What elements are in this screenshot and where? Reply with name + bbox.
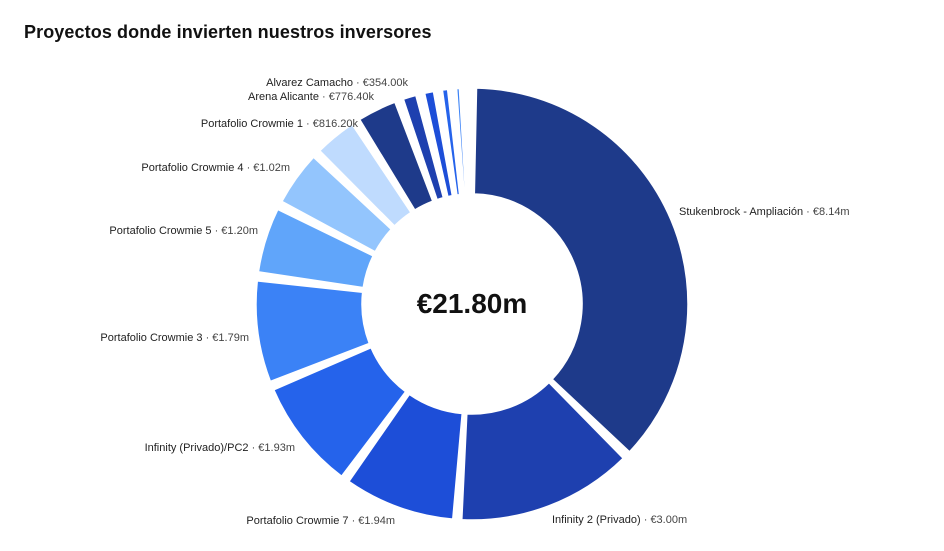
slice-label-separator: ·: [319, 91, 329, 103]
slice-label-portafolio-crowmie-7: Portafolio Crowmie 7 · €1.94m: [246, 515, 395, 527]
slice-label-value: €816.20k: [313, 118, 359, 130]
slice-label-separator: ·: [244, 162, 254, 174]
slice-portafolio-crowmie-7[interactable]: [348, 393, 463, 520]
slice-label-name: Infinity (Privado)/PC2: [145, 442, 249, 454]
slice-label-name: Portafolio Crowmie 1: [201, 118, 303, 130]
slice-alvarez-camacho[interactable]: [402, 94, 445, 201]
chart-title: Proyectos donde invierten nuestros inver…: [24, 22, 432, 42]
slice-label-name: Portafolio Crowmie 3: [100, 332, 202, 344]
slice-label-portafolio-crowmie-5: Portafolio Crowmie 5 · €1.20m: [109, 225, 258, 237]
slice-label-separator: ·: [641, 514, 651, 526]
slice-arena-alicante[interactable]: [358, 101, 434, 211]
slice-label-value: €1.93m: [258, 442, 295, 454]
slice-label-portafolio-crowmie-3: Portafolio Crowmie 3 · €1.79m: [100, 332, 249, 344]
slice-infinity-privado-pc2[interactable]: [273, 346, 407, 477]
slice-portafolio-crowmie-3[interactable]: [255, 280, 371, 383]
slice-portafolio-crowmie-4[interactable]: [281, 156, 393, 253]
slice-label-name: Portafolio Crowmie 5: [109, 225, 211, 237]
slice-slice-12[interactable]: [455, 87, 467, 196]
slice-label-infinity-2-privado: Infinity 2 (Privado) · €3.00m: [552, 514, 687, 526]
slice-label-separator: ·: [249, 442, 259, 454]
slice-label-portafolio-crowmie-4: Portafolio Crowmie 4 · €1.02m: [141, 162, 290, 174]
slice-label-value: €776.40k: [329, 91, 375, 103]
slice-label-alvarez-camacho: Alvarez Camacho · €354.00k: [266, 77, 408, 89]
slice-label-name: Arena Alicante: [248, 91, 319, 103]
slice-label-value: €354.00k: [363, 77, 409, 89]
slice-label-value: €1.94m: [358, 515, 395, 527]
slice-label-separator: ·: [212, 225, 222, 237]
donut-slices: [255, 87, 689, 521]
slice-label-arena-alicante: Arena Alicante · €776.40k: [248, 91, 374, 103]
slice-label-name: Portafolio Crowmie 7: [246, 515, 348, 527]
slice-slice-11[interactable]: [441, 88, 461, 196]
slice-label-separator: ·: [349, 515, 359, 527]
slice-slice-13[interactable]: [466, 87, 471, 195]
slice-label-name: Infinity 2 (Privado): [552, 514, 641, 526]
slice-label-value: €8.14m: [813, 206, 850, 218]
slice-label-value: €1.02m: [253, 162, 290, 174]
slice-label-name: Stukenbrock - Ampliación: [679, 206, 803, 218]
slice-labels: Stukenbrock - Ampliación · €8.14m Infinit…: [100, 77, 849, 527]
slice-label-value: €1.20m: [221, 225, 258, 237]
slice-label-value: €3.00m: [650, 514, 687, 526]
slice-label-infinity-privado-pc2: Infinity (Privado)/PC2 · €1.93m: [145, 442, 295, 454]
slice-label-value: €1.79m: [212, 332, 249, 344]
slice-label-portafolio-crowmie-1: Portafolio Crowmie 1 · €816.20k: [201, 118, 359, 130]
slice-stukenbrock-ampliacion[interactable]: [473, 87, 689, 453]
slice-label-separator: ·: [353, 77, 363, 89]
slice-label-name: Alvarez Camacho: [266, 77, 353, 89]
slice-portafolio-crowmie-5[interactable]: [257, 208, 374, 289]
slice-infinity-2-privado[interactable]: [461, 381, 624, 521]
center-total: €21.80m: [417, 288, 528, 319]
slice-label-separator: ·: [803, 206, 813, 218]
slice-portafolio-crowmie-1[interactable]: [319, 123, 412, 227]
slice-label-separator: ·: [203, 332, 213, 344]
slice-slice-10[interactable]: [423, 90, 454, 198]
slice-label-name: Portafolio Crowmie 4: [141, 162, 243, 174]
slice-label-stukenbrock-ampliacion: Stukenbrock - Ampliación · €8.14m: [679, 206, 850, 218]
slice-label-separator: ·: [303, 118, 313, 130]
